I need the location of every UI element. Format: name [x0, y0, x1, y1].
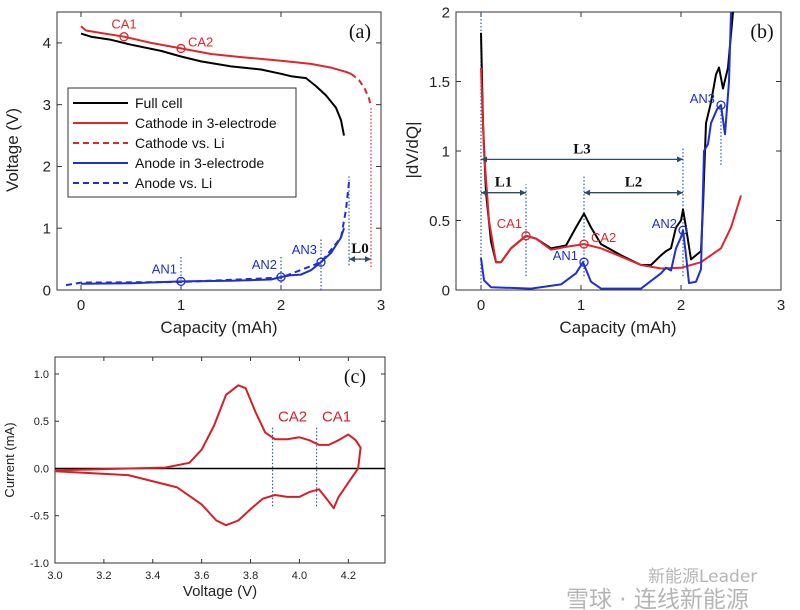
span-label: L0 — [351, 241, 369, 257]
x-tick-label: 3 — [377, 297, 385, 314]
x-tick-label: 0 — [77, 297, 85, 314]
annotation-label: CA1 — [322, 408, 351, 425]
x-axis-label: Capacity (mAh) — [559, 318, 676, 337]
series-full-cell — [80, 32, 345, 136]
x-tick-label: 2 — [277, 297, 285, 314]
y-tick-label: 1 — [43, 220, 51, 237]
panel-label: (b) — [750, 21, 773, 43]
plot-frame-c — [54, 356, 386, 564]
series-cathode-vs-li — [350, 73, 372, 107]
y-tick-label: 1.0 — [34, 369, 49, 381]
y-tick-label: 1 — [442, 143, 450, 160]
x-tick-label: 3.0 — [47, 570, 62, 582]
watermark-line2: 雪球 · 连线新能源 — [566, 587, 749, 610]
marker-an2 — [678, 225, 688, 235]
marker-label: CA1 — [111, 17, 136, 32]
plot-frame-a — [56, 11, 382, 291]
series-cathode — [480, 67, 742, 270]
y-axis-label: |dV/dQ| — [403, 121, 422, 178]
marker-label: CA2 — [188, 34, 213, 49]
span-label: L3 — [573, 141, 591, 157]
watermark-line1: 新能源Leader — [648, 567, 758, 587]
y-axis-label: Current (mA) — [2, 422, 17, 497]
legend-label: Anode in 3-electrode — [135, 155, 264, 171]
x-axis-label: Capacity (mAh) — [160, 318, 277, 337]
marker-label: AN1 — [152, 261, 177, 276]
marker-label: AN2 — [652, 216, 677, 231]
arrow-head-left — [481, 189, 487, 196]
legend-label: Full cell — [135, 95, 182, 111]
y-tick-label: -0.5 — [30, 511, 49, 523]
series-cathode-in-3-electrode — [80, 25, 352, 75]
x-tick-label: 3 — [777, 297, 785, 314]
arrow-head-left — [349, 256, 355, 263]
x-tick-label: 0 — [477, 297, 485, 314]
y-axis-label: Voltage (V) — [3, 108, 22, 192]
marker-an2 — [276, 272, 286, 282]
x-tick-label: 2 — [677, 297, 685, 314]
y-tick-label: 2 — [43, 159, 51, 176]
y-tick-label: 4 — [43, 35, 51, 52]
y-tick-label: 2 — [442, 4, 450, 21]
plot-frame-b — [455, 11, 782, 291]
legend-label: Cathode vs. Li — [135, 135, 225, 151]
arrow-head-left — [584, 189, 590, 196]
x-tick-label: 4.0 — [292, 570, 307, 582]
x-tick-label: 1 — [577, 297, 585, 314]
y-tick-label: 0.0 — [34, 463, 49, 475]
y-tick-label: 3 — [43, 97, 51, 114]
y-tick-label: -1.0 — [30, 558, 49, 570]
marker-label: CA2 — [591, 230, 616, 245]
panel-label: (a) — [349, 21, 371, 43]
annotation-label: CA2 — [278, 408, 307, 425]
y-tick-label: 0 — [43, 282, 51, 299]
legend-label: Cathode in 3-electrode — [135, 115, 277, 131]
x-tick-label: 3.2 — [96, 570, 111, 582]
y-tick-label: 0.5 — [34, 416, 49, 428]
panel-label: (c) — [344, 366, 366, 388]
x-tick-label: 3.6 — [194, 570, 209, 582]
y-tick-label: 0.5 — [429, 213, 450, 230]
marker-an3 — [716, 100, 726, 110]
marker-ca1 — [521, 231, 531, 241]
marker-ca2 — [579, 239, 589, 249]
marker-label: CA1 — [497, 216, 522, 231]
x-tick-label: 3.8 — [243, 570, 258, 582]
marker-ca2 — [176, 43, 186, 54]
arrow-head-right — [520, 189, 526, 196]
marker-an3 — [316, 257, 326, 267]
marker-label: AN2 — [252, 257, 277, 272]
x-tick-label: 3.4 — [145, 570, 160, 582]
legend-label: Anode vs. Li — [135, 175, 212, 191]
x-tick-label: 1 — [177, 297, 185, 314]
series-anode-vs-li — [65, 181, 350, 287]
marker-label: AN1 — [553, 248, 578, 263]
series-cv — [54, 384, 362, 527]
marker-label: AN3 — [292, 242, 317, 257]
span-label: L1 — [495, 175, 513, 191]
y-tick-label: 0 — [442, 282, 450, 299]
arrow-head-right — [677, 156, 683, 163]
arrow-head-left — [481, 156, 487, 163]
span-label: L2 — [625, 175, 643, 191]
x-axis-label: Voltage (V) — [183, 583, 257, 600]
arrow-head-right — [677, 189, 683, 196]
y-tick-label: 1.5 — [429, 74, 450, 91]
marker-label: AN3 — [690, 91, 715, 106]
arrow-head-right — [365, 256, 371, 263]
marker-an1 — [176, 276, 186, 287]
x-tick-label: 4.2 — [341, 570, 356, 582]
marker-ca1 — [119, 32, 129, 42]
series-anode — [480, 11, 732, 290]
marker-an1 — [579, 257, 589, 267]
